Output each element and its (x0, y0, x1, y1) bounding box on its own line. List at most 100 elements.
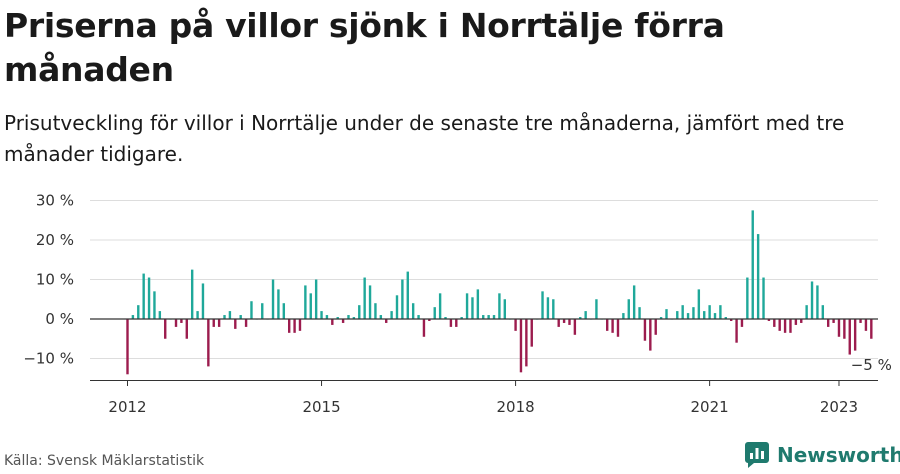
bar (746, 277, 749, 320)
bar (498, 293, 501, 320)
bar (853, 319, 857, 351)
bar (756, 234, 760, 319)
bar (422, 319, 426, 337)
bar (492, 315, 496, 319)
bar (228, 311, 232, 319)
bar (525, 319, 528, 367)
bar (368, 285, 372, 319)
bar (692, 307, 695, 319)
bar (288, 319, 291, 333)
bar (665, 309, 668, 320)
source-note: Källa: Svensk Mäklarstatistik (4, 453, 205, 469)
y-tick-label: 20 % (36, 231, 74, 249)
bar (212, 319, 215, 327)
bar (374, 303, 377, 319)
bar (530, 319, 533, 347)
bar (627, 299, 630, 319)
bar (277, 289, 280, 320)
bar (708, 305, 711, 319)
bar (131, 315, 135, 319)
bar (584, 311, 587, 319)
bar (487, 315, 490, 319)
bar (250, 301, 253, 319)
bar (649, 319, 652, 351)
bar (697, 289, 701, 320)
bar (293, 319, 296, 333)
annotations: −5 % (851, 356, 892, 374)
bar (444, 317, 447, 320)
y-tick-label: −10 % (23, 350, 74, 368)
bar (298, 319, 302, 331)
bar (827, 319, 830, 327)
bar (810, 281, 814, 319)
bar (541, 291, 544, 319)
axes (90, 318, 878, 381)
bar (762, 277, 765, 320)
bar (180, 319, 183, 323)
bar (557, 319, 560, 327)
bar (320, 311, 323, 319)
bar (794, 319, 798, 325)
bar (147, 277, 151, 320)
bar (789, 319, 792, 333)
bar (455, 319, 458, 327)
bar (142, 273, 145, 319)
bar (616, 319, 620, 337)
bar (573, 319, 577, 335)
brand-logo: Newsworthy (745, 442, 900, 468)
bar (729, 319, 733, 321)
bar (401, 279, 404, 319)
bar (217, 319, 221, 327)
bar (837, 319, 841, 337)
bar (595, 299, 598, 319)
newsworthy-logo-icon (745, 442, 769, 468)
bar (719, 305, 722, 319)
bar (659, 317, 663, 320)
bar (304, 285, 307, 319)
bar (207, 319, 210, 367)
bar (271, 279, 275, 319)
bar (568, 319, 571, 325)
page-subtitle: Prisutveckling för villor i Norrtälje un… (4, 111, 845, 166)
bar (347, 315, 350, 319)
bar (428, 319, 431, 321)
bar (606, 319, 609, 331)
bar (632, 285, 636, 319)
bar (713, 313, 717, 319)
bar (622, 313, 625, 319)
bar (703, 311, 706, 319)
bar (341, 319, 345, 323)
x-tick-label: 2015 (302, 398, 340, 416)
bar (816, 285, 819, 319)
x-tick-label: 2018 (496, 398, 534, 416)
y-axis-labels: 30 % 20 % 10 % 0 % −10 % (23, 192, 74, 368)
bar (654, 319, 657, 335)
bar-chart: 30 % 20 % 10 % 0 % −10 % 2012 2015 2018 2021 202… (23, 192, 892, 417)
last-value-label: −5 % (851, 356, 892, 374)
bar (244, 319, 248, 327)
bar (433, 307, 436, 319)
y-tick-label: 30 % (36, 192, 74, 210)
bar (778, 319, 781, 331)
bar (643, 319, 647, 341)
bar (201, 283, 205, 319)
bar (352, 317, 356, 320)
bar (174, 319, 178, 327)
bar (681, 305, 684, 319)
bar (821, 305, 825, 319)
bar (870, 319, 873, 339)
bar (164, 319, 167, 339)
bar (740, 319, 744, 327)
bar (126, 319, 129, 375)
bar (137, 305, 140, 319)
bar (611, 319, 614, 333)
bar (579, 317, 582, 320)
bar (363, 277, 366, 320)
bar (476, 289, 480, 320)
bar (261, 303, 264, 319)
bar (325, 315, 329, 319)
bar (546, 297, 550, 320)
bar (562, 319, 566, 323)
y-tick-label: 10 % (36, 271, 74, 289)
bar (843, 319, 846, 339)
